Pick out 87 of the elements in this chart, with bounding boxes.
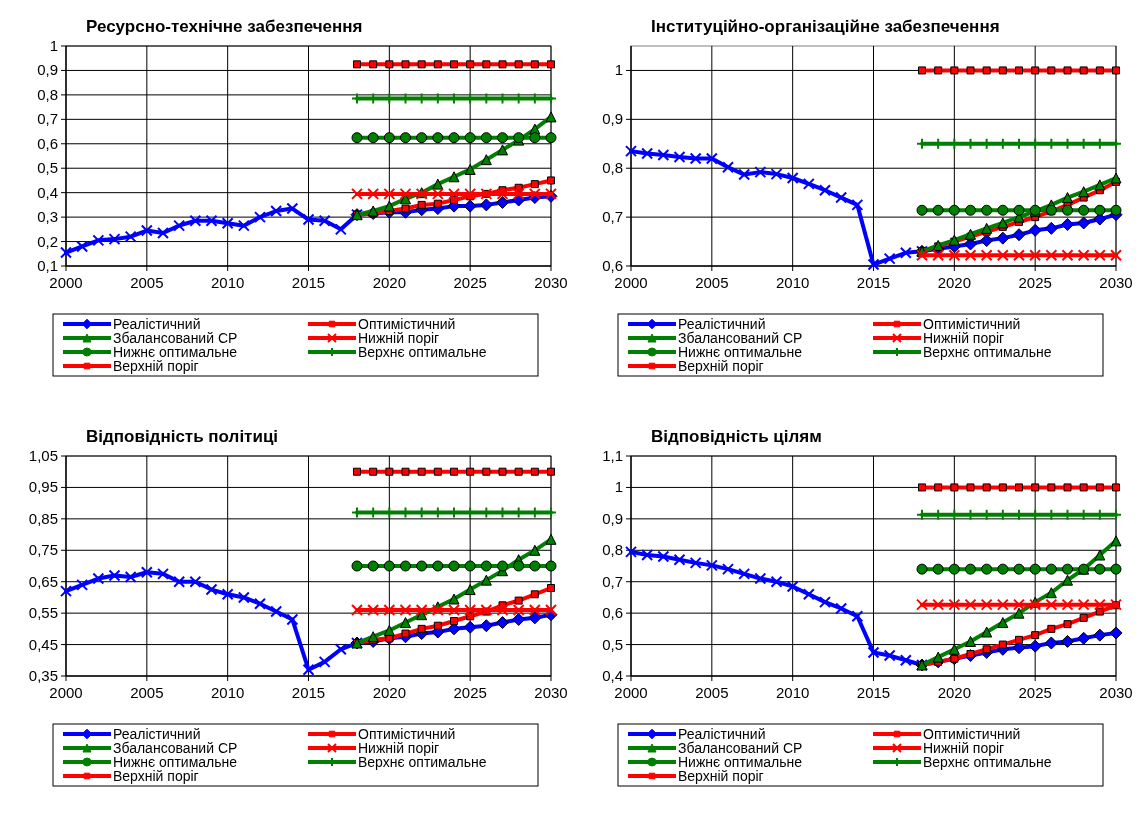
x-tick-label: 2010 [775, 684, 810, 701]
x-tick-label: 2020 [937, 274, 972, 291]
chart-title: Інституційно-організаційне забезпечення [651, 17, 1000, 36]
x-tick-label: 2025 [453, 274, 487, 291]
legend-label: Нижній поріг [358, 740, 440, 756]
legend-label: Оптимістичний [358, 316, 456, 332]
y-tick-label: 0,4 [602, 667, 623, 684]
y-tick-label: 0,6 [602, 604, 623, 622]
y-tick-label: 0,9 [602, 509, 623, 527]
x-tick-label: 2015 [291, 684, 326, 701]
y-tick-label: 0,3 [37, 208, 58, 226]
x-tick-label: 2015 [856, 684, 891, 701]
legend-label: Нижнє оптимальне [678, 754, 803, 770]
legend-label: Нижній поріг [358, 330, 440, 346]
y-tick-label: 0,85 [28, 509, 58, 527]
y-tick-label: 1,05 [28, 447, 58, 464]
legend-label: Збалансований СР [113, 740, 238, 756]
legend-label: Реалістичний [678, 726, 766, 742]
x-tick-label: 2020 [937, 684, 972, 701]
legend-label: Оптимістичний [923, 726, 1021, 742]
legend-label: Збалансований СР [678, 330, 803, 346]
y-tick-label: 1 [49, 37, 58, 54]
x-tick-label: 2000 [49, 274, 83, 291]
x-tick-label: 2025 [1018, 274, 1052, 291]
chart-title: Відповідність політиці [86, 427, 279, 446]
x-tick-label: 2010 [210, 684, 245, 701]
y-tick-label: 0,4 [37, 183, 58, 201]
x-tick-label: 2010 [775, 274, 810, 291]
y-tick-label: 1 [614, 61, 623, 79]
legend-label: Верхній поріг [678, 358, 764, 374]
x-tick-label: 2025 [1018, 684, 1052, 701]
x-tick-label: 2025 [453, 684, 487, 701]
y-tick-label: 0,65 [28, 572, 58, 590]
y-tick-label: 1 [614, 478, 623, 496]
x-tick-label: 2015 [291, 274, 326, 291]
y-tick-label: 0,75 [28, 541, 58, 559]
y-tick-label: 0,6 [602, 257, 623, 274]
legend-label: Нижнє оптимальне [678, 344, 803, 360]
y-tick-label: 0,5 [37, 159, 58, 177]
x-tick-label: 2030 [1099, 274, 1133, 291]
chart-title: Ресурсно-технічне забезпечення [86, 17, 363, 36]
y-tick-label: 0,8 [602, 159, 623, 177]
legend-label: Нижнє оптимальне [113, 344, 238, 360]
legend-label: Оптимістичний [923, 316, 1021, 332]
x-tick-label: 2005 [695, 684, 729, 701]
legend-label: Оптимістичний [358, 726, 456, 742]
y-tick-label: 0,6 [37, 134, 58, 152]
x-tick-label: 2020 [372, 684, 407, 701]
y-tick-label: 0,55 [28, 604, 58, 622]
legend-label: Верхній поріг [678, 768, 764, 784]
legend-label: Реалістичний [678, 316, 766, 332]
y-tick-label: 0,9 [37, 61, 58, 79]
legend-label: Реалістичний [113, 316, 201, 332]
y-tick-label: 0,9 [602, 110, 623, 128]
y-tick-label: 0,35 [28, 667, 58, 684]
x-tick-label: 2020 [372, 274, 407, 291]
y-tick-label: 0,45 [28, 635, 58, 653]
y-tick-label: 0,8 [602, 541, 623, 559]
y-tick-label: 0,95 [28, 478, 58, 496]
x-tick-label: 2030 [534, 684, 568, 701]
chart-title: Відповідність цілям [651, 427, 822, 446]
x-tick-label: 2005 [130, 684, 164, 701]
legend-label: Збалансований СР [678, 740, 803, 756]
y-tick-label: 0,5 [602, 635, 623, 653]
x-tick-label: 2000 [614, 274, 648, 291]
legend-label: Нижній поріг [923, 740, 1005, 756]
x-tick-label: 2030 [1099, 684, 1133, 701]
legend-label: Верхній поріг [113, 358, 199, 374]
y-tick-label: 0,2 [37, 232, 58, 250]
y-tick-label: 0,1 [37, 257, 58, 274]
legend-label: Нижнє оптимальне [113, 754, 238, 770]
y-tick-label: 0,7 [602, 572, 623, 590]
y-tick-label: 1,1 [602, 447, 623, 464]
legend-label: Верхній поріг [113, 768, 199, 784]
legend-label: Збалансований СР [113, 330, 238, 346]
x-tick-label: 2000 [614, 684, 648, 701]
x-tick-label: 2030 [534, 274, 568, 291]
y-tick-label: 0,7 [602, 208, 623, 226]
x-tick-label: 2005 [130, 274, 164, 291]
x-tick-label: 2000 [49, 684, 83, 701]
x-tick-label: 2015 [856, 274, 891, 291]
legend-label: Нижній поріг [923, 330, 1005, 346]
x-tick-label: 2010 [210, 274, 245, 291]
x-tick-label: 2005 [695, 274, 729, 291]
y-tick-label: 0,8 [37, 85, 58, 103]
y-tick-label: 0,7 [37, 110, 58, 128]
legend-label: Реалістичний [113, 726, 201, 742]
